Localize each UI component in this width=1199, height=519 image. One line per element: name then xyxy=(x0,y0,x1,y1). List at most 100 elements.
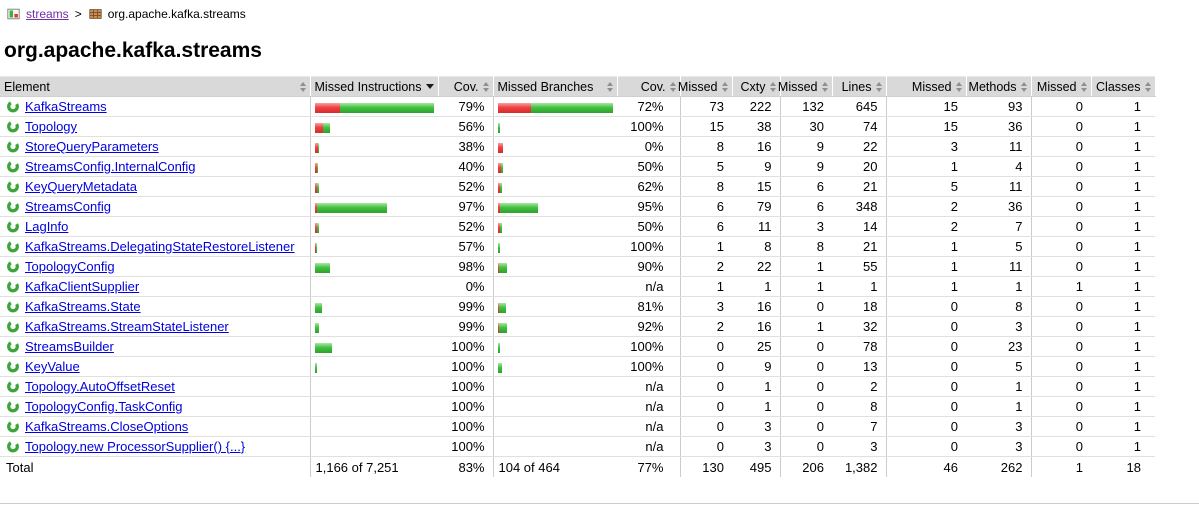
class-link[interactable]: KeyValue xyxy=(25,359,80,374)
class-icon xyxy=(6,280,20,293)
branches-bar-cell xyxy=(492,176,617,197)
class-link[interactable]: KafkaStreams xyxy=(25,99,107,114)
class-link[interactable]: StreamsBuilder xyxy=(25,339,114,354)
class-link[interactable]: Topology.AutoOffsetReset xyxy=(25,379,175,394)
missed-classes: 1 xyxy=(1030,276,1091,297)
missed-cxty: 2 xyxy=(679,256,732,277)
instructions-bar-cell xyxy=(309,356,438,377)
lines-total: 18 xyxy=(832,296,886,317)
header-missed-instructions[interactable]: Missed Instructions xyxy=(310,76,439,97)
branches-coverage-bar xyxy=(497,222,502,233)
class-link[interactable]: KafkaStreams.CloseOptions xyxy=(25,419,189,434)
table-row: LagInfo 52% 50% 6 11 3 14 2 7 0 1 xyxy=(0,216,1155,237)
class-icon xyxy=(6,440,20,453)
report-icon xyxy=(6,7,21,21)
lines-total: 8 xyxy=(832,396,886,417)
classes-total: 1 xyxy=(1091,436,1155,457)
instructions-bar-cell xyxy=(309,436,438,457)
cxty-total: 1 xyxy=(732,396,780,417)
missed-methods: 5 xyxy=(885,176,966,197)
class-link[interactable]: Topology xyxy=(25,119,78,134)
header-missed-lines[interactable]: Missed xyxy=(778,76,833,97)
class-link[interactable]: KafkaStreams.DelegatingStateRestoreListe… xyxy=(25,239,295,254)
header-missed-methods[interactable]: Missed xyxy=(885,76,967,97)
table-footer: Total 1,166 of 7,251 83% 104 of 464 77% … xyxy=(0,456,1155,477)
missed-lines: 0 xyxy=(779,296,832,317)
class-link[interactable]: StreamsConfig xyxy=(25,199,111,214)
class-link[interactable]: KeyQueryMetadata xyxy=(25,179,138,194)
methods-total: 1 xyxy=(966,396,1031,417)
table-header: Element Missed Instructions Cov. Missed … xyxy=(0,76,1156,97)
sort-icon xyxy=(299,81,306,92)
missed-classes: 0 xyxy=(1030,236,1091,257)
header-lines[interactable]: Lines xyxy=(832,76,887,97)
class-link[interactable]: StoreQueryParameters xyxy=(25,139,159,154)
class-link[interactable]: LagInfo xyxy=(25,219,69,234)
methods-total: 11 xyxy=(966,176,1031,197)
breadcrumb-separator: > xyxy=(74,7,82,21)
cxty-total: 38 xyxy=(732,116,780,137)
header-cxty[interactable]: Cxty xyxy=(732,76,781,97)
missed-cxty: 2 xyxy=(679,316,732,337)
cxty-total: 9 xyxy=(732,156,780,177)
missed-methods: 0 xyxy=(885,436,966,457)
instructions-bar-cell xyxy=(309,156,438,177)
class-icon xyxy=(6,380,20,393)
total-missed-classes: 1 xyxy=(1030,456,1091,477)
branches-coverage-bar xyxy=(497,302,506,313)
cxty-total: 16 xyxy=(732,296,780,317)
header-missed-classes[interactable]: Missed xyxy=(1030,76,1092,97)
page-title: org.apache.kafka.streams xyxy=(4,39,262,62)
missed-lines: 1 xyxy=(779,276,832,297)
class-link[interactable]: TopologyConfig xyxy=(25,259,115,274)
coverage-table: Element Missed Instructions Cov. Missed … xyxy=(0,76,1156,477)
table-row: KafkaStreams.State 99% 81% 3 16 0 18 0 8… xyxy=(0,296,1155,317)
sort-icon xyxy=(769,81,776,92)
branches-bar-cell xyxy=(492,436,617,457)
missed-methods: 1 xyxy=(885,156,966,177)
branch-coverage: n/a xyxy=(617,276,680,297)
branches-bar-cell xyxy=(492,236,617,257)
classes-total: 1 xyxy=(1091,176,1155,197)
header-methods[interactable]: Methods xyxy=(966,76,1032,97)
missed-lines: 0 xyxy=(779,396,832,417)
total-missed-methods: 46 xyxy=(885,456,966,477)
instructions-coverage-bar xyxy=(314,142,319,153)
class-link[interactable]: TopologyConfig.TaskConfig xyxy=(25,399,183,414)
breadcrumb-session-link[interactable]: streams xyxy=(26,7,69,21)
sort-desc-icon xyxy=(425,84,434,89)
missed-cxty: 73 xyxy=(679,96,732,117)
class-link[interactable]: KafkaClientSupplier xyxy=(25,279,140,294)
class-link[interactable]: KafkaStreams.StreamStateListener xyxy=(25,319,229,334)
header-branch-coverage[interactable]: Cov. xyxy=(617,76,681,97)
branch-coverage: 95% xyxy=(617,196,680,217)
missed-classes: 0 xyxy=(1030,256,1091,277)
sort-icon xyxy=(721,81,728,92)
missed-methods: 2 xyxy=(885,196,966,217)
methods-total: 93 xyxy=(966,96,1031,117)
header-missed-cxty[interactable]: Missed xyxy=(678,76,733,97)
classes-total: 1 xyxy=(1091,256,1155,277)
class-link[interactable]: KafkaStreams.State xyxy=(25,299,141,314)
missed-cxty: 0 xyxy=(679,436,732,457)
classes-total: 1 xyxy=(1091,396,1155,417)
methods-total: 8 xyxy=(966,296,1031,317)
class-link[interactable]: Topology.new ProcessorSupplier() {...} xyxy=(25,439,246,454)
instructions-coverage-bar xyxy=(314,102,434,113)
classes-total: 1 xyxy=(1091,316,1155,337)
sort-icon xyxy=(606,81,613,92)
header-instruction-coverage[interactable]: Cov. xyxy=(438,76,494,97)
header-missed-branches[interactable]: Missed Branches xyxy=(492,76,618,97)
class-link[interactable]: StreamsConfig.InternalConfig xyxy=(25,159,196,174)
header-classes[interactable]: Classes xyxy=(1091,76,1156,97)
instruction-coverage: 0% xyxy=(438,276,493,297)
instructions-coverage-bar xyxy=(314,222,319,233)
missed-lines: 9 xyxy=(779,136,832,157)
branches-coverage-bar xyxy=(497,262,507,273)
instruction-coverage: 100% xyxy=(438,396,493,417)
branch-coverage: 92% xyxy=(617,316,680,337)
missed-classes: 0 xyxy=(1030,376,1091,397)
classes-total: 1 xyxy=(1091,216,1155,237)
methods-total: 11 xyxy=(966,136,1031,157)
header-element[interactable]: Element xyxy=(0,76,311,97)
